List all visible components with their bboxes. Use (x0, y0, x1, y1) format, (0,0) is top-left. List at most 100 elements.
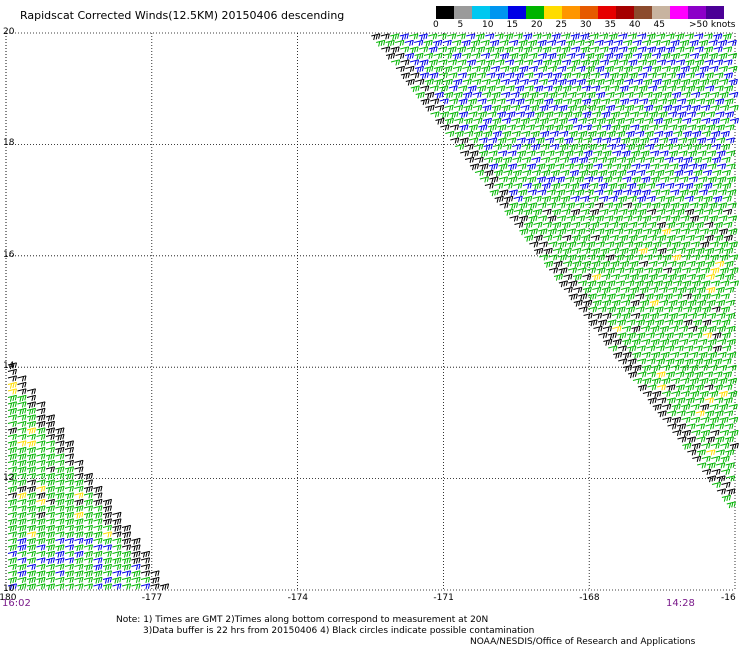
wind-barb (55, 557, 65, 565)
wind-barb (601, 124, 611, 131)
wind-barb (7, 492, 17, 499)
legend-swatch (436, 6, 454, 19)
wind-barb (705, 423, 715, 430)
wind-barb (512, 143, 522, 151)
wind-barb (471, 39, 481, 47)
wind-barb (615, 267, 625, 274)
wind-barb (686, 410, 696, 417)
wind-barb (692, 130, 702, 138)
wind-barb (26, 401, 36, 409)
wind-barb (609, 221, 619, 229)
wind-barb (719, 104, 730, 112)
wind-barb (667, 98, 677, 106)
wind-barb (452, 65, 462, 73)
y-tick-label: 12 (3, 472, 15, 483)
wind-barb (590, 46, 600, 53)
wind-barb (437, 33, 447, 40)
wind-barb (670, 351, 680, 359)
wind-barb (676, 260, 687, 268)
wind-barb (45, 570, 55, 578)
x-tick-label: -177 (141, 593, 163, 603)
wind-barb (691, 254, 701, 261)
wind-barb (566, 228, 576, 235)
wind-barb (467, 85, 477, 93)
wind-barb (706, 462, 716, 470)
wind-barb (454, 117, 464, 125)
wind-barb (604, 215, 614, 222)
wind-barb (705, 273, 715, 281)
wind-barb (45, 440, 55, 447)
wind-barb (468, 124, 478, 132)
wind-barb (574, 176, 584, 184)
wind-barb (74, 466, 84, 473)
wind-barb (83, 479, 93, 486)
wind-barb (667, 260, 677, 268)
wind-barb (577, 91, 587, 99)
wind-barb (610, 98, 620, 105)
wind-barb (600, 234, 610, 242)
wind-barb (64, 531, 74, 539)
wind-barb (543, 234, 553, 242)
wind-barb (539, 104, 549, 112)
wind-barb (380, 33, 390, 40)
wind-barb (17, 414, 27, 421)
wind-barb (45, 420, 55, 428)
wind-barb (55, 492, 65, 500)
wind-barb (26, 459, 36, 467)
wind-barb (560, 182, 570, 190)
wind-barb (629, 273, 639, 281)
wind-barb (723, 221, 733, 229)
wind-barb (502, 156, 513, 164)
wind-barb (507, 163, 518, 171)
wind-barb (447, 59, 458, 66)
wind-barb (671, 416, 682, 424)
wind-barb (653, 104, 663, 112)
wind-barb (672, 254, 682, 262)
wind-barb (670, 215, 681, 223)
wind-barb (587, 280, 597, 288)
wind-barb (131, 557, 141, 565)
wind-barb (549, 117, 559, 125)
wind-barb (654, 156, 665, 164)
wind-barb (723, 46, 733, 53)
wind-barb (667, 247, 677, 255)
wind-barb (542, 221, 552, 229)
wind-barb (514, 46, 524, 53)
wind-barb (707, 176, 717, 184)
wind-barb (650, 150, 660, 157)
wind-barb (504, 46, 514, 54)
wind-barb (605, 241, 615, 248)
wind-barb (594, 52, 605, 60)
wind-barb (578, 306, 588, 313)
wind-barb (544, 111, 554, 119)
wind-barb (36, 407, 46, 415)
wind-barb (710, 117, 720, 125)
wind-barb (7, 563, 17, 571)
wind-barb (718, 65, 728, 73)
wind-barb (532, 208, 543, 216)
wind-barb (604, 65, 614, 73)
wind-barb (26, 498, 36, 506)
wind-barb (17, 420, 27, 428)
wind-barb (656, 33, 666, 40)
wind-barb (721, 319, 731, 327)
wind-barb (590, 221, 600, 229)
wind-barb (663, 117, 673, 125)
wind-barb (680, 377, 690, 385)
wind-barb (595, 241, 605, 248)
wind-barb (642, 52, 652, 60)
wind-barb (493, 156, 503, 164)
wind-barb (479, 176, 489, 183)
wind-barb (716, 163, 727, 170)
wind-barb (639, 124, 649, 132)
wind-barb (542, 195, 552, 203)
wind-barb (700, 78, 710, 86)
wind-barb (556, 39, 566, 47)
wind-barb (405, 78, 415, 86)
wind-barb (540, 156, 551, 164)
wind-barb (558, 280, 568, 288)
wind-barb (448, 72, 458, 79)
wind-barb (616, 143, 626, 151)
wind-barb (691, 117, 701, 125)
wind-barb (438, 72, 448, 79)
